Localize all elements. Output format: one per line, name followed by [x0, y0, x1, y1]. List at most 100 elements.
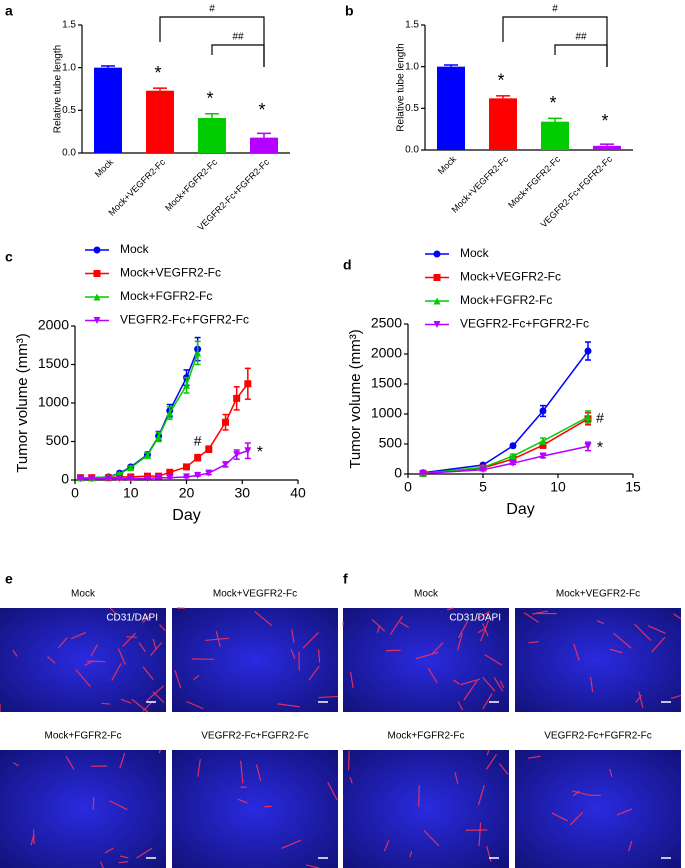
vessel	[409, 851, 413, 858]
vessel	[527, 755, 541, 759]
vessel	[119, 752, 126, 769]
marker	[509, 442, 517, 450]
vessel	[613, 632, 632, 649]
y-tick-label: 0.5	[62, 105, 76, 116]
x-tick-label: Mock	[93, 157, 116, 180]
image-title: Mock+FGFR2-Fc	[388, 731, 465, 742]
marker	[155, 433, 163, 441]
vessel	[75, 669, 91, 688]
image-title: Mock	[414, 589, 439, 600]
vessel	[146, 685, 164, 702]
vessel	[347, 750, 350, 771]
vessel	[204, 637, 229, 642]
legend-label: VEGFR2-Fc+FGFR2-Fc	[120, 313, 249, 327]
panel-label: e	[5, 571, 13, 587]
vessel	[485, 754, 497, 770]
vessel	[484, 653, 502, 666]
vessel	[109, 800, 128, 811]
marker	[166, 409, 174, 417]
vessel	[255, 764, 262, 781]
marker	[244, 447, 252, 455]
stain-label: CD31/DAPI	[106, 613, 158, 624]
vessel	[486, 845, 492, 862]
significance: *	[154, 63, 161, 83]
y-tick-label: 0.0	[405, 145, 419, 156]
micrograph	[172, 750, 338, 868]
vessel	[317, 649, 321, 663]
vessel	[197, 759, 201, 777]
vessel	[498, 763, 509, 775]
marker	[584, 413, 592, 421]
vessel	[477, 784, 485, 806]
marker	[584, 347, 592, 355]
x-tick-label: Mock+FGFR2-Fc	[163, 157, 219, 213]
marker	[244, 380, 252, 388]
series-line	[80, 383, 249, 479]
vessel	[589, 676, 594, 693]
vessel	[126, 636, 137, 638]
vessel	[104, 847, 114, 854]
vessel	[158, 749, 161, 754]
significance: ##	[232, 32, 244, 43]
y-tick-label: 2000	[38, 317, 69, 333]
vessel	[117, 648, 126, 665]
y-axis-label: Tumor volume (mm³)	[347, 329, 364, 468]
y-axis-label: Relative tube length	[53, 45, 64, 133]
vessel	[349, 671, 354, 689]
image-title: VEGFR2-Fc+FGFR2-Fc	[544, 731, 652, 742]
legend-label: Mock+VEGFR2-Fc	[120, 266, 221, 280]
marker	[433, 321, 441, 328]
vessel	[573, 643, 580, 661]
vessel	[159, 624, 166, 632]
vessel	[186, 700, 204, 710]
significance: *	[206, 88, 213, 108]
y-tick-label: 1500	[38, 355, 69, 371]
vessel	[477, 628, 485, 634]
significance: #	[194, 432, 202, 448]
vessel	[454, 772, 459, 784]
y-tick-label: 500	[379, 435, 403, 451]
vessel	[569, 811, 584, 826]
bracket	[502, 16, 608, 67]
x-tick-label: Mock+FGFR2-Fc	[506, 154, 562, 210]
y-tick-label: 1.0	[405, 61, 419, 72]
marker	[127, 474, 135, 482]
marker	[194, 454, 202, 462]
legend-label: VEGFR2-Fc+FGFR2-Fc	[460, 317, 589, 331]
panel-label: b	[345, 3, 354, 19]
vessel	[70, 631, 87, 640]
vessel	[120, 855, 129, 859]
vessel	[237, 798, 248, 804]
vessel	[142, 666, 154, 680]
panel-label: f	[343, 571, 348, 587]
vessel	[131, 698, 149, 713]
y-tick-label: 1000	[38, 394, 69, 410]
vessel	[638, 691, 644, 709]
marker	[509, 452, 517, 460]
y-tick-label: 2500	[371, 315, 402, 331]
vessel	[47, 656, 56, 664]
vessel	[30, 835, 35, 846]
bracket	[554, 44, 608, 67]
vessel	[528, 641, 539, 644]
vessel	[457, 632, 463, 651]
x-tick-label: 0	[71, 485, 79, 501]
y-tick-label: 500	[46, 432, 70, 448]
y-tick-label: 0	[394, 465, 402, 481]
vessel	[648, 625, 666, 634]
vessel	[446, 607, 454, 611]
significance: *	[257, 444, 263, 461]
vessel	[415, 651, 439, 660]
vessel	[99, 861, 104, 868]
vessel	[57, 637, 68, 649]
x-axis-label: Day	[172, 507, 200, 524]
micrograph	[0, 608, 166, 712]
bar	[198, 118, 226, 153]
y-tick-label: 2000	[371, 345, 402, 361]
vessel	[670, 694, 682, 700]
marker	[127, 464, 135, 472]
micrograph	[172, 608, 338, 712]
marker	[479, 466, 487, 474]
vessel	[478, 822, 482, 846]
marker	[205, 469, 213, 477]
